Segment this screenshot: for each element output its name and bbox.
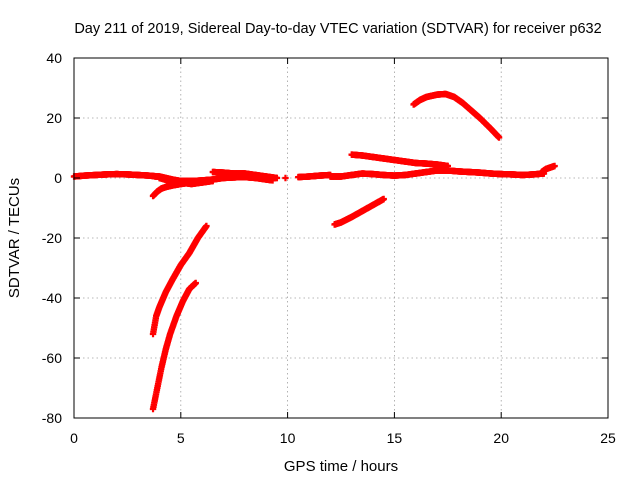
x-tick-label: 10: [280, 430, 296, 446]
data-point: [495, 134, 503, 141]
data-point: [273, 174, 281, 182]
series-5: [209, 168, 281, 182]
data-point: [192, 279, 199, 287]
x-tick-label: 5: [177, 430, 185, 446]
data-point: [444, 162, 451, 170]
series-6: [282, 174, 289, 182]
x-tick-label: 25: [600, 430, 616, 446]
data-point: [282, 174, 289, 182]
y-tick-label: 0: [54, 170, 62, 186]
data-point: [380, 195, 387, 203]
x-tick-label: 20: [493, 430, 509, 446]
y-tick-label: 40: [46, 50, 62, 66]
series-13: [149, 222, 210, 338]
series-4: [156, 174, 217, 188]
y-tick-label: 20: [46, 110, 62, 126]
axis-ticks: 0 5 10 15 20 25 -80 -60 -40 -20 0 20 40: [42, 50, 616, 446]
chart-title: Day 211 of 2019, Sidereal Day-to-day VTE…: [74, 21, 601, 37]
y-tick-label: -80: [42, 410, 62, 426]
plot-frame: [73, 57, 609, 419]
x-axis-label: GPS time / hours: [284, 458, 398, 475]
y-tick-label: -40: [42, 290, 62, 306]
series-10: [331, 195, 387, 228]
series-12: [538, 162, 558, 176]
data-point: [209, 177, 217, 185]
x-tick-label: 0: [70, 430, 78, 446]
series-14: [149, 279, 199, 413]
series-8: [327, 167, 548, 180]
series-9: [348, 151, 451, 170]
y-axis-label: SDTVAR / TECUs: [6, 178, 23, 298]
y-tick-label: -60: [42, 350, 62, 366]
data-point: [551, 162, 558, 170]
y-tick-label: -20: [42, 230, 62, 246]
series-7: [295, 171, 334, 181]
x-tick-label: 15: [387, 430, 403, 446]
data-point: [203, 222, 210, 230]
data-series: [70, 90, 558, 413]
series-11: [410, 90, 503, 141]
